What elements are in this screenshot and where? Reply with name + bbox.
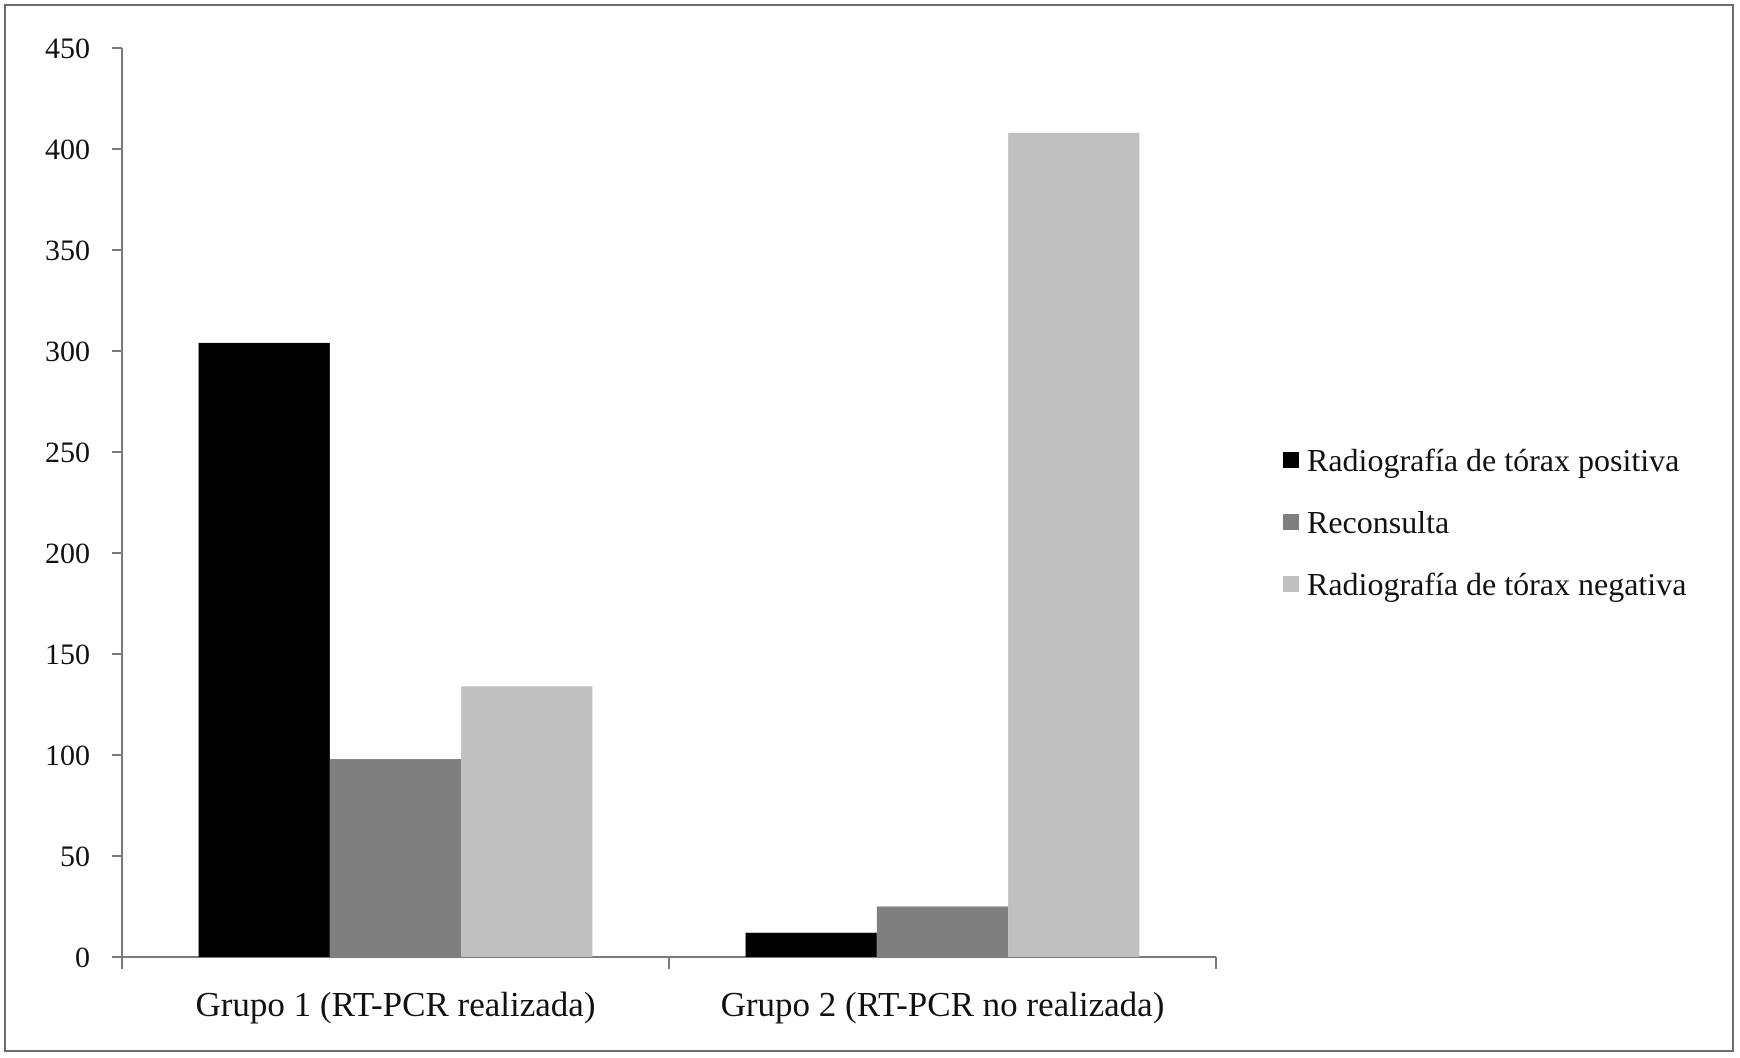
legend-swatch <box>1283 576 1299 592</box>
legend-label: Radiografía de tórax negativa <box>1307 566 1686 602</box>
bar-1-3 <box>461 686 593 957</box>
y-tick-label: 200 <box>45 537 90 570</box>
y-tick-label: 350 <box>45 234 90 267</box>
y-tick-label: 450 <box>45 32 90 65</box>
y-tick-label: 300 <box>45 335 90 368</box>
y-tick-label: 150 <box>45 638 90 671</box>
x-category-label: Grupo 1 (RT-PCR realizada) <box>196 985 596 1024</box>
bars <box>198 132 1140 958</box>
y-tick-label: 0 <box>75 941 90 974</box>
legend-swatch <box>1283 514 1299 530</box>
x-categories: Grupo 1 (RT-PCR realizada) Grupo 2 (RT-PC… <box>196 985 1165 1024</box>
bar-2-2 <box>876 906 1009 957</box>
bar-1-2 <box>329 759 462 957</box>
y-tick-label: 400 <box>45 133 90 166</box>
bar-1-1 <box>198 342 330 957</box>
legend: Radiografía de tórax positiva Reconsulta R… <box>1283 442 1686 602</box>
y-tick-label: 250 <box>45 436 90 469</box>
legend-label: Reconsulta <box>1307 504 1449 540</box>
x-category-label: Grupo 2 (RT-PCR no realizada) <box>721 985 1165 1024</box>
bar-chart: 0 50 100 150 200 250 300 350 400 450 Grupo 1 (RT-… <box>45 32 1686 1024</box>
chart-frame: 0 50 100 150 200 250 300 350 400 450 Grupo 1 (RT-… <box>4 4 1734 1052</box>
bar-2-1 <box>745 932 877 957</box>
legend-label: Radiografía de tórax positiva <box>1307 442 1679 478</box>
y-tick-label: 50 <box>60 840 90 873</box>
bar-2-3 <box>1008 132 1140 958</box>
y-ticks: 0 50 100 150 200 250 300 350 400 450 <box>45 32 122 974</box>
y-tick-label: 100 <box>45 739 90 772</box>
legend-swatch <box>1283 452 1299 468</box>
